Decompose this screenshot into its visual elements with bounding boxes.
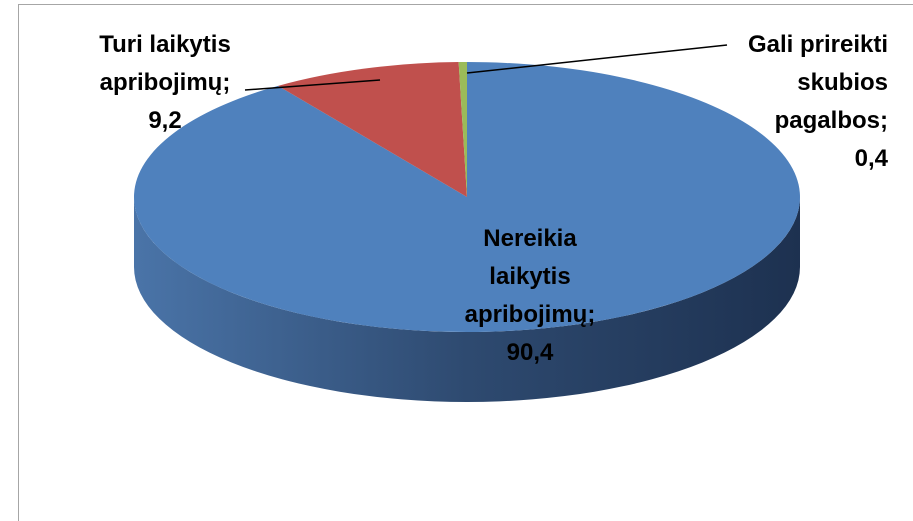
data-label: Turi laikytis apribojimų; 9,2 (70, 26, 260, 140)
category-label: Gali prireikti skubios pagalbos (747, 31, 888, 134)
pie-slice (458, 62, 467, 197)
category-label: Nereikia laikytis apribojimų (464, 225, 588, 328)
category-label: Turi laikytis apribojimų (99, 31, 231, 96)
value-label: 9,2 (148, 107, 182, 134)
value-label: 0,4 (854, 145, 888, 172)
chart-border (18, 4, 913, 521)
pie-slice (278, 62, 467, 197)
label-separator: ; (222, 69, 231, 96)
data-label: Gali prireikti skubios pagalbos; 0,4 (712, 26, 888, 178)
leader-line (466, 44, 728, 74)
leader-line (244, 79, 381, 91)
label-separator: ; (587, 301, 596, 328)
pie-slice (133, 62, 800, 332)
value-label: 90,4 (506, 339, 554, 366)
pie-side (134, 197, 800, 402)
data-label: Nereikia laikytis apribojimų; 90,4 (440, 220, 620, 372)
label-separator: ; (880, 107, 888, 134)
